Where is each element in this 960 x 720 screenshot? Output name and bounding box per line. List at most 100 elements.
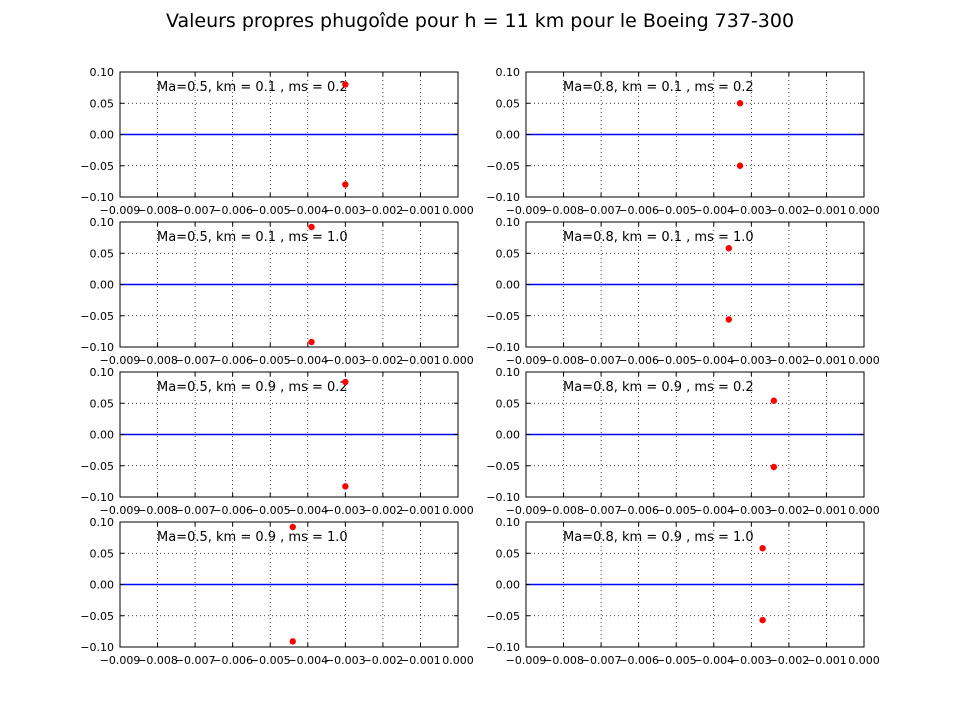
y-tick-label: −0.10	[80, 641, 114, 654]
x-tick-label: −0.007	[581, 354, 622, 367]
x-tick-label: −0.003	[325, 354, 366, 367]
x-tick-label: −0.002	[363, 354, 404, 367]
y-tick-label: 0.10	[496, 366, 521, 379]
x-tick-label: −0.003	[731, 204, 772, 217]
x-tick-label: −0.002	[769, 354, 810, 367]
x-tick-label: −0.003	[325, 204, 366, 217]
data-point	[342, 483, 349, 490]
y-tick-label: −0.05	[80, 160, 114, 173]
x-tick-label: −0.009	[506, 504, 547, 517]
x-tick-label: −0.006	[618, 204, 659, 217]
x-tick-label: −0.002	[363, 504, 404, 517]
x-tick-label: −0.008	[543, 504, 584, 517]
x-tick-label: −0.009	[506, 654, 547, 667]
subplot-annotation: Ma=0.5, km = 0.9 , ms = 0.2	[157, 380, 348, 395]
x-tick-label: −0.007	[175, 354, 216, 367]
y-tick-label: 0.05	[496, 97, 521, 110]
x-tick-label: −0.005	[656, 204, 697, 217]
x-tick-label: −0.007	[175, 504, 216, 517]
y-tick-label: −0.05	[80, 610, 114, 623]
y-tick-label: 0.00	[90, 579, 115, 592]
x-tick-label: −0.001	[806, 504, 847, 517]
y-tick-label: −0.10	[486, 491, 520, 504]
y-tick-label: 0.05	[90, 97, 115, 110]
figure-title: Valeurs propres phugoîde pour h = 11 km …	[165, 10, 795, 32]
y-tick-label: −0.10	[486, 341, 520, 354]
y-tick-label: −0.10	[80, 191, 114, 204]
x-tick-label: −0.008	[137, 654, 178, 667]
x-tick-label: −0.004	[287, 654, 328, 667]
x-tick-label: 0.000	[848, 504, 880, 517]
x-tick-label: −0.004	[287, 504, 328, 517]
y-tick-label: 0.05	[496, 247, 521, 260]
x-tick-label: −0.001	[400, 354, 441, 367]
y-tick-label: 0.10	[90, 516, 115, 529]
x-tick-label: 0.000	[848, 354, 880, 367]
x-tick-label: −0.009	[100, 204, 141, 217]
x-tick-label: −0.006	[618, 504, 659, 517]
data-point	[759, 545, 766, 552]
y-tick-label: 0.10	[90, 66, 115, 79]
subplot-annotation: Ma=0.8, km = 0.1 , ms = 0.2	[563, 80, 754, 95]
x-tick-label: −0.008	[137, 354, 178, 367]
x-tick-label: −0.005	[250, 354, 291, 367]
x-tick-label: −0.007	[175, 204, 216, 217]
x-tick-label: −0.004	[693, 204, 734, 217]
y-tick-label: 0.05	[496, 547, 521, 560]
y-tick-label: 0.05	[90, 397, 115, 410]
x-tick-label: −0.007	[581, 204, 622, 217]
subplot-8: −0.009−0.008−0.007−0.006−0.005−0.004−0.0…	[486, 516, 879, 667]
x-tick-label: −0.003	[325, 504, 366, 517]
x-tick-label: −0.006	[212, 354, 253, 367]
subplot-1: −0.009−0.008−0.007−0.006−0.005−0.004−0.0…	[80, 66, 473, 217]
subplot-4: −0.009−0.008−0.007−0.006−0.005−0.004−0.0…	[486, 216, 879, 367]
x-tick-label: 0.000	[442, 504, 474, 517]
x-tick-label: 0.000	[442, 354, 474, 367]
x-tick-label: −0.008	[543, 654, 584, 667]
data-point	[308, 223, 315, 231]
y-tick-label: 0.05	[496, 397, 521, 410]
y-tick-label: 0.00	[496, 129, 521, 142]
y-tick-label: 0.10	[496, 216, 521, 229]
subplot-annotation: Ma=0.8, km = 0.9 , ms = 0.2	[563, 380, 754, 395]
x-tick-label: −0.001	[400, 204, 441, 217]
y-tick-label: 0.00	[90, 279, 115, 292]
x-tick-label: −0.005	[250, 504, 291, 517]
subplot-6: −0.009−0.008−0.007−0.006−0.005−0.004−0.0…	[486, 366, 879, 517]
data-point	[289, 638, 296, 645]
x-tick-label: −0.009	[100, 504, 141, 517]
x-tick-label: −0.006	[212, 204, 253, 217]
y-tick-label: −0.05	[80, 310, 114, 323]
data-point	[770, 463, 778, 471]
x-tick-label: −0.009	[100, 354, 141, 367]
x-tick-label: −0.001	[806, 204, 847, 217]
x-tick-label: −0.006	[212, 504, 253, 517]
data-point	[342, 181, 349, 188]
x-tick-label: −0.003	[325, 654, 366, 667]
subplot-3: −0.009−0.008−0.007−0.006−0.005−0.004−0.0…	[80, 216, 473, 367]
y-tick-label: 0.10	[496, 66, 521, 79]
y-tick-label: 0.10	[90, 366, 115, 379]
y-tick-label: 0.00	[496, 429, 521, 442]
data-point	[342, 378, 349, 386]
x-tick-label: −0.005	[656, 504, 697, 517]
subplot-annotation: Ma=0.5, km = 0.1 , ms = 1.0	[157, 230, 348, 245]
x-tick-label: 0.000	[848, 204, 880, 217]
y-tick-label: 0.05	[90, 547, 115, 560]
data-point	[725, 245, 732, 252]
data-point	[725, 316, 732, 323]
x-tick-label: −0.004	[287, 204, 328, 217]
x-tick-label: −0.003	[731, 504, 772, 517]
x-tick-label: −0.009	[506, 204, 547, 217]
subplot-annotation: Ma=0.5, km = 0.1 , ms = 0.2	[157, 80, 348, 95]
x-tick-label: −0.004	[693, 354, 734, 367]
x-tick-label: −0.008	[543, 354, 584, 367]
x-tick-label: −0.003	[731, 354, 772, 367]
x-tick-label: −0.006	[618, 354, 659, 367]
x-tick-label: −0.004	[693, 654, 734, 667]
x-tick-label: −0.005	[250, 204, 291, 217]
y-tick-label: 0.10	[90, 216, 115, 229]
x-tick-label: −0.005	[656, 654, 697, 667]
data-point	[759, 616, 766, 624]
x-tick-label: −0.006	[212, 654, 253, 667]
